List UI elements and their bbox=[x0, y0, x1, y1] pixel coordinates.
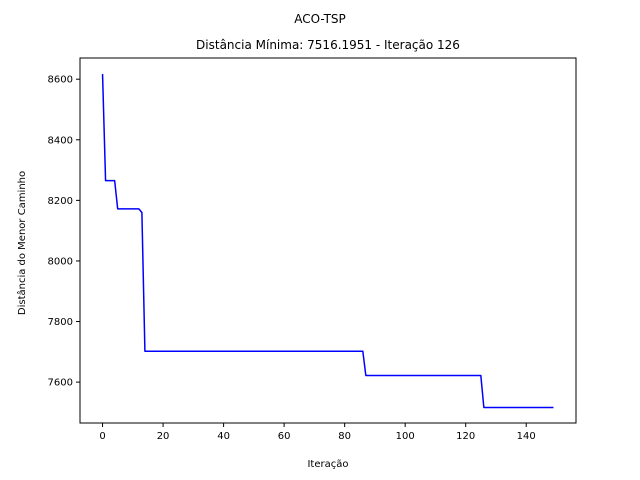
x-tick-label: 80 bbox=[338, 431, 351, 442]
x-tick-label: 20 bbox=[157, 431, 170, 442]
x-axis-label: Iteração bbox=[307, 459, 348, 470]
x-tick-label: 0 bbox=[99, 431, 105, 442]
series-line-0 bbox=[101, 74, 554, 409]
plot-area: 0 20 40 60 80 100 120 140 7600 7800 8000 8200 8400 86… bbox=[48, 57, 577, 442]
chart-suptitle: ACO-TSP bbox=[294, 12, 346, 26]
y-tick-label: 8200 bbox=[48, 196, 73, 207]
x-tick-label: 60 bbox=[278, 431, 291, 442]
y-tick-label: 7800 bbox=[48, 317, 73, 328]
x-tick-label: 40 bbox=[217, 431, 230, 442]
axes-frame bbox=[79, 57, 577, 424]
y-tick-label: 8600 bbox=[48, 75, 73, 86]
y-tick-label: 8400 bbox=[48, 135, 73, 146]
x-tick-label: 100 bbox=[396, 431, 415, 442]
y-tick-label: 7600 bbox=[48, 378, 73, 389]
y-tick-label: 8000 bbox=[48, 256, 73, 267]
chart-title: Distância Mínima: 7516.1951 - Iteração 1… bbox=[196, 38, 460, 52]
x-tick-label: 140 bbox=[517, 431, 536, 442]
y-axis-label: Distância do Menor Caminho bbox=[16, 171, 28, 315]
x-tick-label: 120 bbox=[456, 431, 475, 442]
